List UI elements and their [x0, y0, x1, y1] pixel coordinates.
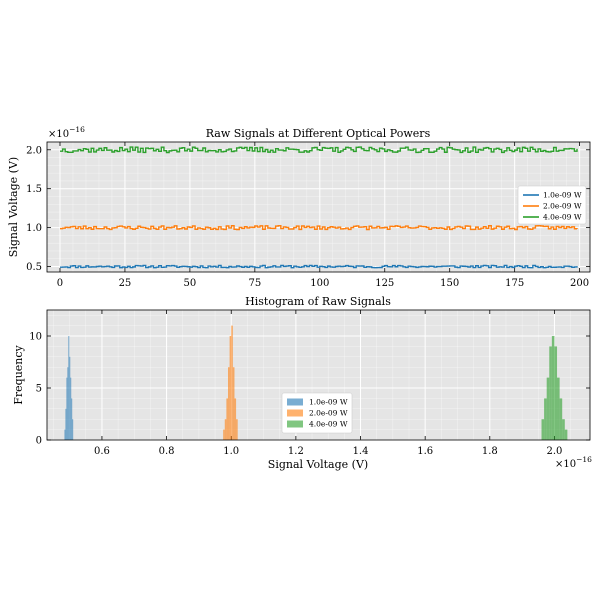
chart-2-hist-bar-3	[544, 398, 547, 440]
chart-2-hist-bar-1	[69, 356, 71, 440]
chart-1-series-line-2	[59, 224, 578, 231]
chart-1-y-tick-label: 0.5	[26, 262, 42, 273]
chart-2-hist-bar-1	[71, 398, 73, 440]
chart-1-x-tick-label: 125	[375, 278, 394, 289]
chart-2-hist-bar-1	[64, 429, 66, 440]
chart-2-hist-bar-3	[549, 346, 552, 440]
chart-2-hist-bar-2	[229, 336, 232, 440]
chart-2-y-tick-label: 5	[36, 384, 42, 395]
chart-1-offset-text: ×10−16	[48, 125, 85, 140]
chart-2-hist-bar-2	[223, 429, 225, 440]
chart-1-title: Raw Signals at Different Optical Powers	[206, 127, 431, 140]
chart-2-x-tick-label: 1.6	[417, 446, 433, 457]
chart-1-offset-base: ×10	[48, 129, 69, 140]
chart-2: 0.6 0.8 1.0 1.2 1.4 1.6 1.8 2.0 0 5 10 1.0e-09 W 2.0…	[29, 309, 591, 457]
chart-2-hist-bar-1	[65, 408, 67, 440]
chart-2-offset-base: ×10	[555, 459, 576, 470]
chart-2-hist-bar-1	[72, 419, 74, 440]
chart-1-legend-label: 4.0e-09 W	[543, 213, 582, 222]
chart-2-y-axis-label: Frequency	[12, 344, 25, 404]
chart-2-y-tick-label: 10	[29, 332, 42, 343]
chart-1-y-tick-label: 2.0	[26, 145, 42, 156]
chart-2-x-tick-label: 1.2	[288, 446, 304, 457]
chart-2-hist-bar-3	[551, 336, 555, 440]
chart-2-hist-bar-2	[226, 398, 228, 440]
chart-1-legend: 1.0e-09 W 2.0e-09 W 4.0e-09 W	[517, 185, 587, 225]
chart-1-y-axis-label: Signal Voltage (V)	[7, 157, 20, 257]
chart-2-legend-swatch	[287, 420, 303, 428]
chart-2-hist-bar-2	[228, 367, 230, 440]
chart-1-legend-label: 2.0e-09 W	[543, 202, 582, 211]
chart-2-offset-text: ×10−16	[555, 455, 592, 470]
chart-2-hist-bar-1	[68, 336, 70, 440]
chart-1-series-line-1	[59, 264, 578, 269]
chart-1-series-line-3	[59, 146, 578, 154]
chart-2-hist-bar-3	[562, 419, 565, 440]
chart-2-legend-label: 4.0e-09 W	[309, 420, 348, 429]
chart-1-frame	[46, 141, 591, 273]
chart-1-x-tick-label: 50	[184, 278, 197, 289]
svg-text:×10−16: ×10−16	[555, 455, 592, 470]
chart-1-y-tick-label: 1.0	[26, 223, 42, 234]
chart-2-hist-bar-2	[232, 367, 235, 440]
chart-1: 0 25 50 75 100 125 150 175 200 0.5 1.0 1.5 2.0 1.0e-0…	[26, 141, 591, 289]
chart-2-legend-label: 1.0e-09 W	[309, 398, 348, 407]
svg-text:×10−16: ×10−16	[48, 125, 85, 140]
chart-1-x-tick-label: 175	[505, 278, 524, 289]
chart-2-x-tick-label: 1.4	[353, 446, 369, 457]
chart-1-x-tick-label: 100	[310, 278, 329, 289]
chart-2-hist-bar-3	[557, 377, 560, 440]
chart-2-hist-bar-3	[546, 377, 550, 440]
chart-2-x-tick-label: 2.0	[546, 446, 562, 457]
chart-2-hist-bar-3	[554, 346, 558, 440]
chart-1-x-tick-label: 25	[119, 278, 132, 289]
chart-2-legend: 1.0e-09 W 2.0e-09 W 4.0e-09 W	[281, 392, 353, 434]
chart-1-x-tick-label: 75	[248, 278, 261, 289]
chart-2-hist-bar-3	[541, 419, 545, 440]
chart-2-x-tick-label: 0.6	[94, 446, 110, 457]
chart-2-hist-bar-2	[234, 398, 237, 440]
chart-2-x-tick-label: 1.0	[223, 446, 239, 457]
chart-2-hist-bar-1	[67, 367, 69, 440]
chart-2-hist-bar-3	[559, 398, 563, 440]
chart-2-y-tick-label: 0	[36, 436, 42, 447]
chart-2-offset-exponent: −16	[576, 455, 592, 464]
chart-1-x-tick-label: 0	[57, 278, 63, 289]
chart-2-x-tick-label: 0.8	[159, 446, 175, 457]
chart-1-x-tick-label: 200	[570, 278, 589, 289]
chart-2-x-axis-label: Signal Voltage (V)	[268, 458, 368, 471]
chart-1-offset-exponent: −16	[69, 125, 85, 134]
chart-2-hist-bar-1	[70, 377, 72, 440]
chart-2-hist-bar-2	[231, 325, 233, 440]
chart-2-hist-bar-2	[224, 419, 227, 440]
chart-2-legend-swatch	[287, 409, 303, 417]
chart-1-plot-area	[47, 142, 590, 272]
chart-2-x-tick-label: 1.8	[482, 446, 498, 457]
chart-2-title: Histogram of Raw Signals	[245, 295, 391, 308]
chart-2-frame	[46, 309, 591, 441]
chart-2-legend-label: 2.0e-09 W	[309, 409, 348, 418]
chart-2-hist-bar-1	[66, 377, 68, 440]
chart-2-hist-bar-3	[564, 429, 568, 440]
chart-2-hist-bar-2	[236, 419, 238, 440]
chart-1-legend-label: 1.0e-09 W	[543, 191, 582, 200]
chart-1-x-tick-label: 150	[440, 278, 459, 289]
chart-2-legend-swatch	[287, 398, 303, 406]
chart-1-y-tick-label: 1.5	[26, 184, 42, 195]
